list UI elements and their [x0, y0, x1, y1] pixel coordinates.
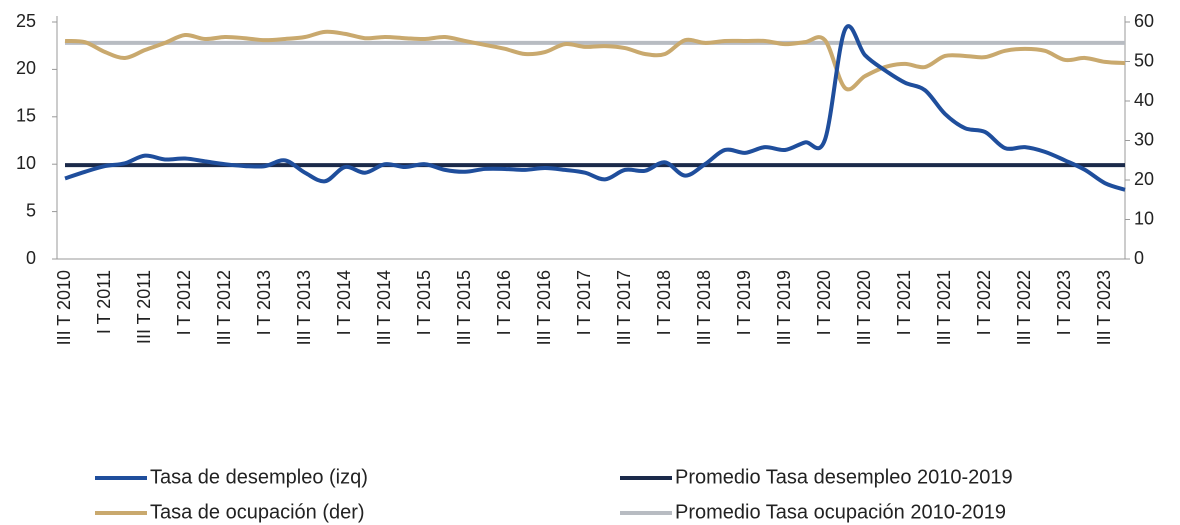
x-tick-label: I T 2022 [974, 270, 994, 335]
legend-label: Tasa de desempleo (izq) [150, 466, 368, 488]
x-tick-label: I T 2014 [334, 270, 354, 335]
x-tick-label: III T 2016 [534, 270, 554, 345]
x-tick-label: I T 2013 [254, 270, 274, 335]
y-tick-label: 0 [26, 248, 36, 268]
x-tick-label: III T 2019 [774, 270, 794, 345]
x-tick-label: III T 2021 [934, 270, 954, 345]
x-tick-label: I T 2011 [94, 270, 114, 334]
x-tick-label: III T 2023 [1094, 270, 1114, 345]
x-tick-label: I T 2020 [814, 270, 834, 335]
x-tick-label: I T 2017 [574, 270, 594, 335]
y2-tick-label: 30 [1134, 129, 1154, 149]
x-tick-label: I T 2016 [494, 270, 514, 335]
x-tick-label: III T 2010 [54, 270, 74, 345]
x-tick-label: III T 2014 [374, 270, 394, 345]
x-tick-label: I T 2021 [894, 270, 914, 335]
legend-label: Promedio Tasa desempleo 2010-2019 [675, 466, 1013, 488]
x-tick-label: III T 2022 [1014, 270, 1034, 345]
y2-tick-label: 40 [1134, 90, 1154, 110]
x-tick-label: III T 2012 [214, 270, 234, 345]
y2-tick-label: 60 [1134, 11, 1154, 31]
y-tick-label: 25 [16, 11, 36, 31]
legend-label: Tasa de ocupación (der) [150, 501, 365, 523]
y-tick-label: 15 [16, 106, 36, 126]
line-series [64, 24, 1126, 192]
x-tick-label: III T 2020 [854, 270, 874, 345]
x-tick-label: III T 2018 [694, 270, 714, 345]
x-tick-label: I T 2015 [414, 270, 434, 335]
x-tick-label: I T 2023 [1054, 270, 1074, 335]
y-tick-label: 5 [26, 200, 36, 220]
x-tick-label: III T 2015 [454, 270, 474, 345]
x-tick-label: III T 2013 [294, 270, 314, 345]
x-tick-label: I T 2018 [654, 270, 674, 335]
y2-tick-label: 0 [1134, 248, 1144, 268]
line-series [64, 29, 1126, 92]
y2-tick-label: 20 [1134, 169, 1154, 189]
y-tick-label: 20 [16, 58, 36, 78]
y-tick-label: 10 [16, 153, 36, 173]
x-tick-label: III T 2011 [134, 270, 154, 344]
x-tick-label: I T 2019 [734, 270, 754, 335]
x-tick-label: I T 2012 [174, 270, 194, 335]
y2-tick-label: 50 [1134, 50, 1154, 70]
y2-tick-label: 10 [1134, 208, 1154, 228]
x-tick-label: III T 2017 [614, 270, 634, 345]
legend-label: Promedio Tasa ocupación 2010-2019 [675, 501, 1006, 523]
